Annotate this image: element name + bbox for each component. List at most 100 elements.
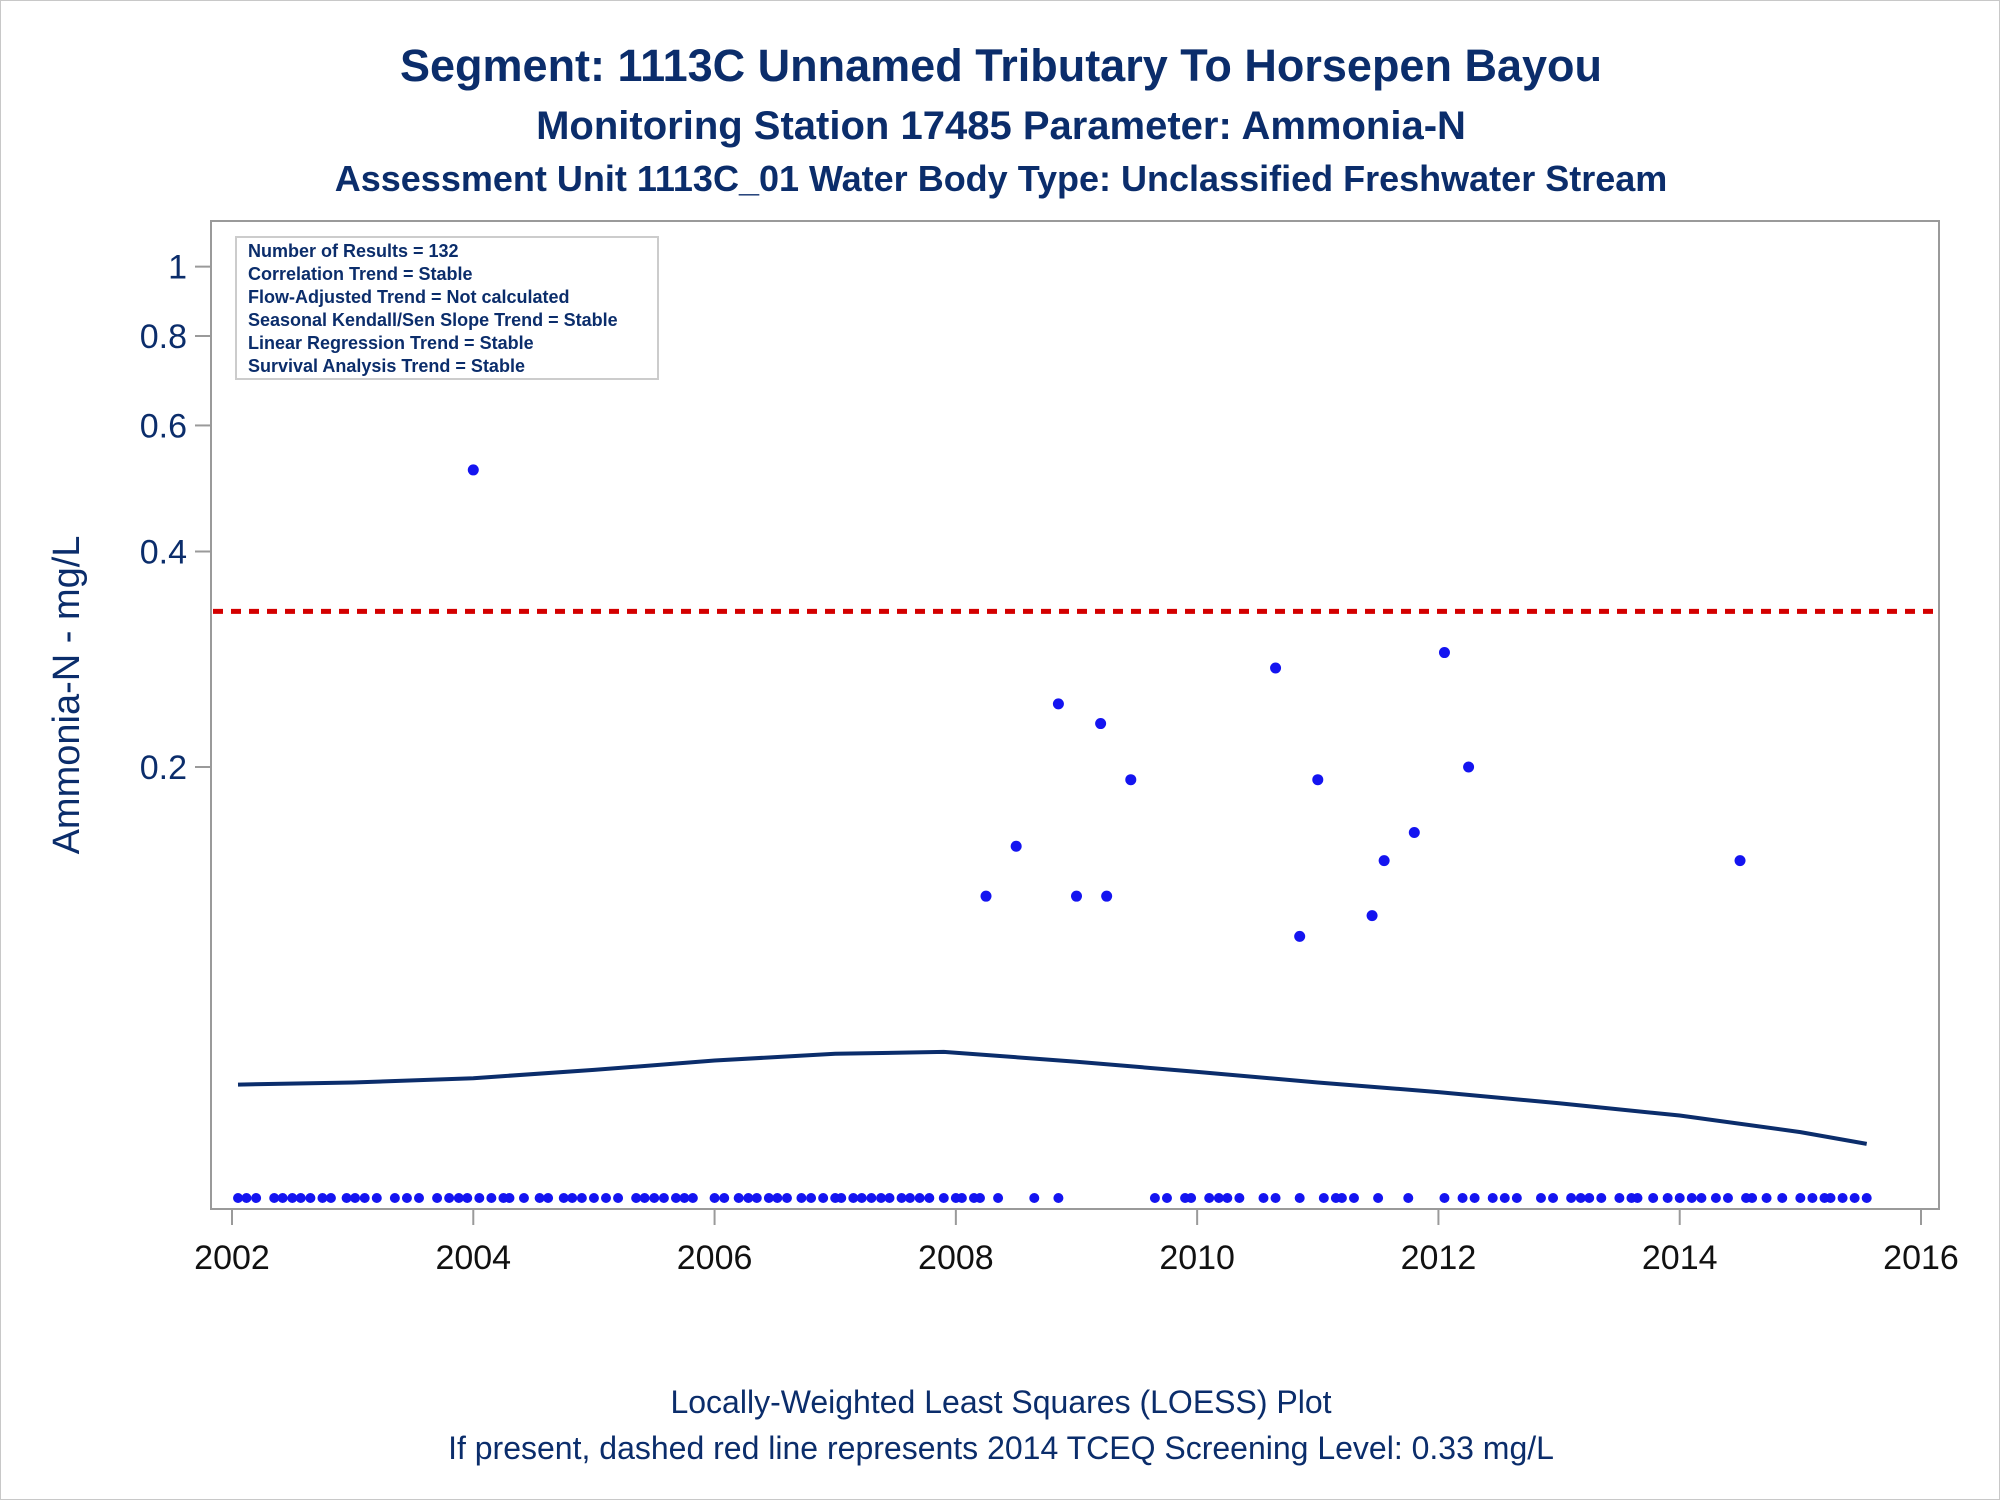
nondetect-point [371, 1193, 382, 1203]
nondetect-point [687, 1193, 698, 1203]
nondetect-point [1614, 1193, 1625, 1203]
stats-line-6: Survival Analysis Trend = Stable [248, 356, 525, 376]
nondetect-point [1469, 1193, 1480, 1203]
nondetect-point [1511, 1193, 1522, 1203]
nondetect-point [679, 1193, 690, 1203]
nondetect-point [876, 1193, 887, 1203]
nondetect-point [896, 1193, 907, 1203]
x-tick-label: 2008 [918, 1239, 994, 1277]
nondetect-point [836, 1193, 847, 1203]
data-point [1366, 910, 1378, 922]
nondetect-point [1234, 1193, 1245, 1203]
nondetect-point [1596, 1193, 1607, 1203]
data-point [1408, 827, 1420, 839]
nondetect-point [1439, 1193, 1450, 1203]
stats-line-4: Seasonal Kendall/Sen Slope Trend = Stabl… [248, 310, 618, 330]
nondetect-point [558, 1193, 569, 1203]
nondetect-point [956, 1193, 967, 1203]
nondetect-point [1204, 1193, 1215, 1203]
nondetect-point [993, 1193, 1004, 1203]
nondetect-point [1795, 1193, 1806, 1203]
nondetect-point [1294, 1193, 1305, 1203]
stats-box-frame [235, 236, 659, 380]
nondetect-point [1373, 1193, 1384, 1203]
nondetect-point [1149, 1193, 1160, 1203]
nondetect-point [401, 1193, 412, 1203]
nondetect-point [1584, 1193, 1595, 1203]
stats-line-5: Linear Regression Trend = Stable [248, 333, 534, 353]
nondetect-point [709, 1193, 720, 1203]
nondetect-point [1761, 1193, 1772, 1203]
nondetect-point [866, 1193, 877, 1203]
nondetect-point [1213, 1193, 1224, 1203]
x-tick-label: 2012 [1401, 1239, 1477, 1277]
nondetect-point [631, 1193, 642, 1203]
nondetect-point [1648, 1193, 1659, 1203]
data-points [233, 240, 1872, 1203]
nondetect-point [1535, 1193, 1546, 1203]
chart-subtitle-2: Assessment Unit 1113C_01 Water Body Type… [335, 158, 1668, 199]
nondetect-point [1548, 1193, 1559, 1203]
nondetect-point [818, 1193, 829, 1203]
nondetect-point [600, 1193, 611, 1203]
nondetect-point [1825, 1193, 1836, 1203]
nondetect-point [1861, 1193, 1872, 1203]
nondetect-point [1270, 1193, 1281, 1203]
nondetect-point [658, 1193, 669, 1203]
nondetect-point [287, 1193, 298, 1203]
nondetect-point [534, 1193, 545, 1203]
nondetect-point [518, 1193, 529, 1203]
chart-subtitle: Monitoring Station 17485 Parameter: Ammo… [536, 104, 1466, 148]
data-point [1095, 718, 1107, 730]
chart-title: Segment: 1113C Unnamed Tributary To Hors… [400, 40, 1602, 91]
nondetect-point [1457, 1193, 1468, 1203]
nondetect-point [1575, 1193, 1586, 1203]
data-point [1071, 890, 1082, 902]
nondetect-point [670, 1193, 681, 1203]
nondetect-point [504, 1193, 515, 1203]
nondetect-point [295, 1193, 306, 1203]
data-point [1734, 855, 1746, 867]
y-axis-label: Ammonia-N - mg/L [46, 536, 88, 855]
nondetect-point [743, 1193, 754, 1203]
x-tick-label: 2014 [1642, 1239, 1718, 1277]
x-axis: 2002 2004 2006 2008 2010 2012 2014 2016 [194, 1209, 1959, 1277]
nondetect-point [856, 1193, 867, 1203]
nondetect-point [269, 1193, 280, 1203]
nondetect-point [341, 1193, 352, 1203]
nondetect-point [938, 1193, 949, 1203]
x-tick-label: 2004 [435, 1239, 511, 1277]
nondetect-point [1318, 1193, 1329, 1203]
plot-area [210, 220, 1940, 1210]
nondetect-point [1222, 1193, 1233, 1203]
nondetect-point [1722, 1193, 1733, 1203]
nondetect-point [1674, 1193, 1685, 1203]
stats-line-3: Flow-Adjusted Trend = Not calculated [248, 287, 570, 307]
x-tick-label: 2002 [194, 1239, 270, 1277]
nondetect-point [1186, 1193, 1197, 1203]
nondetect-point [1053, 1193, 1064, 1203]
nondetect-point [413, 1193, 424, 1203]
nondetect-point [1710, 1193, 1721, 1203]
x-tick-label: 2016 [1883, 1239, 1959, 1277]
y-tick-label: 1 [168, 249, 187, 287]
nondetect-point [733, 1193, 744, 1203]
nondetect-point [1632, 1193, 1643, 1203]
nondetect-point [1566, 1193, 1577, 1203]
data-point [1010, 840, 1022, 852]
data-point [980, 890, 992, 902]
y-tick-label: 0.6 [140, 407, 187, 445]
nondetect-point [1161, 1193, 1172, 1203]
nondetect-point [305, 1193, 316, 1203]
nondetect-point [613, 1193, 624, 1203]
nondetect-point [233, 1193, 244, 1203]
data-point [1312, 774, 1324, 786]
nondetect-point [1487, 1193, 1498, 1203]
y-tick-label: 0.8 [140, 318, 187, 356]
nondetect-point [1662, 1193, 1673, 1203]
nondetect-point [432, 1193, 443, 1203]
y-tick-label: 0.2 [140, 749, 187, 787]
nondetect-point [1696, 1193, 1707, 1203]
nondetect-point [462, 1193, 473, 1203]
